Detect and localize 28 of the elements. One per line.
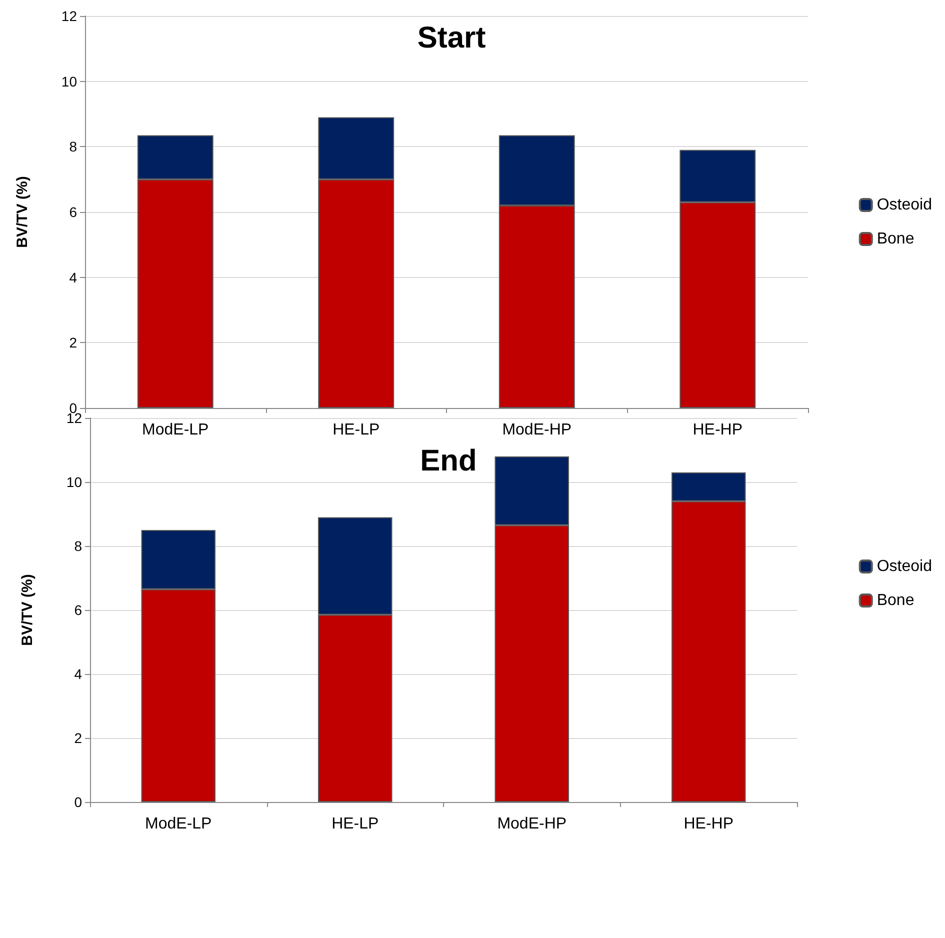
y-tick-label: 10 xyxy=(66,474,82,490)
y-tick-label: 10 xyxy=(61,73,78,90)
legend-label: Osteoid xyxy=(876,196,932,214)
chart-title: Start xyxy=(417,22,486,54)
x-tick-label: ModE-HP xyxy=(502,422,572,438)
x-tick-label: ModE-HP xyxy=(497,816,567,832)
y-tick-label: 2 xyxy=(69,334,78,351)
x-tick-label: ModE-LP xyxy=(142,422,209,438)
x-tick-label: HE-LP xyxy=(332,816,379,832)
text: End xyxy=(420,444,477,478)
y-tick-label: 4 xyxy=(74,666,82,682)
legend-label: Bone xyxy=(876,592,914,609)
y-tick-label: 2 xyxy=(74,730,82,746)
x-tick-label: HE-HP xyxy=(684,816,734,832)
y-tick-label: 0 xyxy=(74,794,82,810)
x-tick-label: ModE-LP xyxy=(145,816,212,832)
x-tick-label: HE-HP xyxy=(692,422,743,438)
y-tick-label: 8 xyxy=(74,538,82,554)
legend-label: Bone xyxy=(876,230,914,248)
x-tick-label: HE-LP xyxy=(332,422,380,438)
y-tick-label: 4 xyxy=(69,269,78,286)
y-tick-label: 6 xyxy=(69,204,78,220)
legend-label: Osteoid xyxy=(876,558,932,575)
y-tick-label: 12 xyxy=(61,8,78,24)
y-axis-title: BV/TV (%) xyxy=(14,176,31,248)
y-tick-label: 8 xyxy=(69,138,78,155)
y-axis-title: BV/TV (%) xyxy=(19,574,36,646)
y-tick-label: 6 xyxy=(74,602,82,618)
